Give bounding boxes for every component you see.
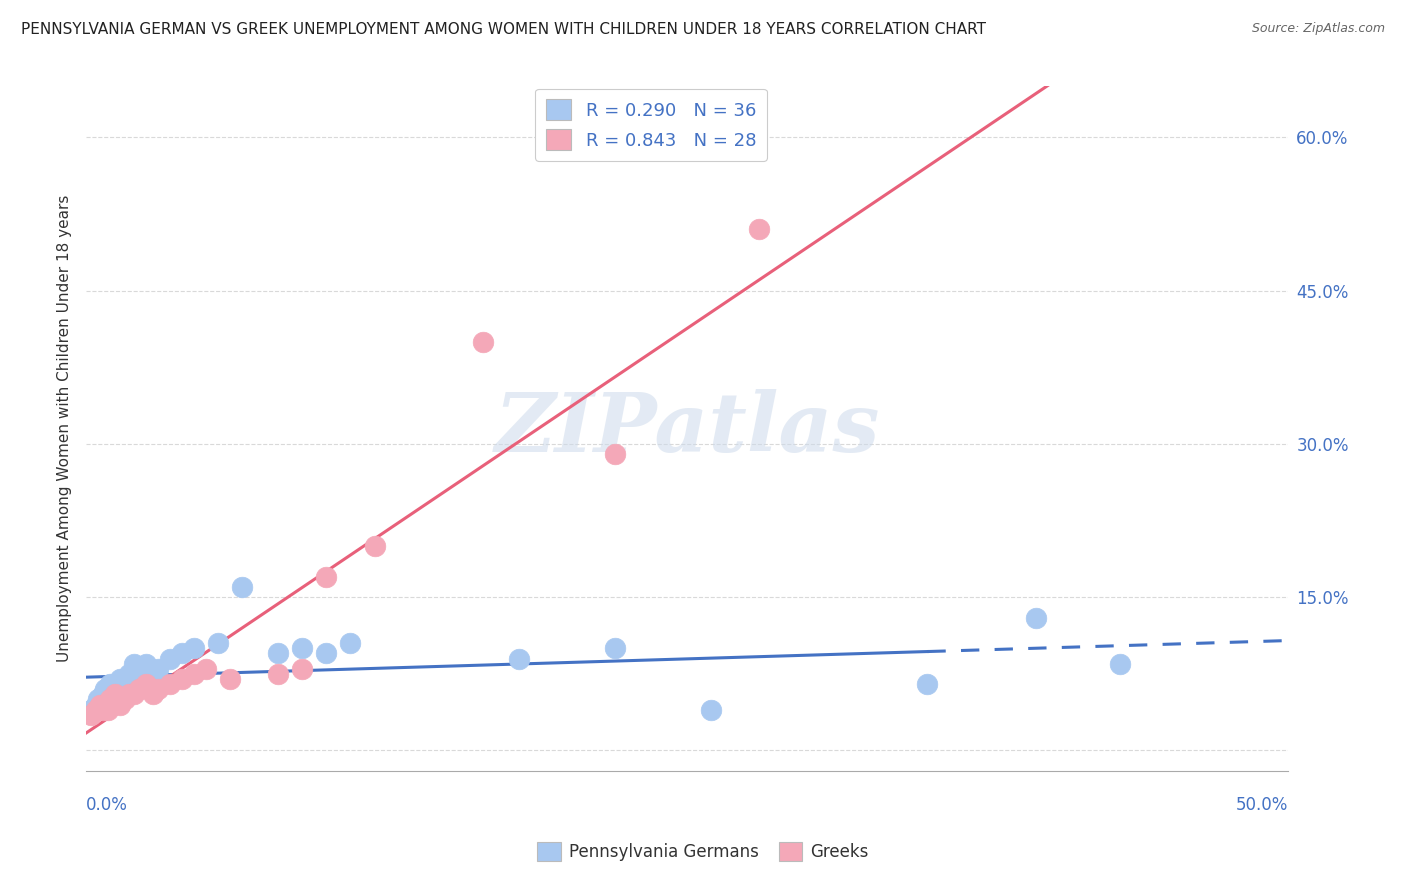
Point	[101, 682, 124, 697]
Point	[148, 682, 170, 697]
Point	[603, 641, 626, 656]
Point	[207, 636, 229, 650]
Point	[195, 662, 218, 676]
Point	[135, 677, 157, 691]
Point	[94, 682, 117, 697]
Point	[172, 647, 194, 661]
Point	[471, 334, 494, 349]
Point	[315, 570, 337, 584]
Point	[363, 539, 385, 553]
Point	[89, 698, 111, 712]
Point	[80, 703, 103, 717]
Point	[122, 687, 145, 701]
Point	[97, 692, 120, 706]
Point	[339, 636, 361, 650]
Point	[148, 662, 170, 676]
Point	[128, 662, 150, 676]
Point	[115, 672, 138, 686]
Point	[315, 647, 337, 661]
Y-axis label: Unemployment Among Women with Children Under 18 years: Unemployment Among Women with Children U…	[58, 195, 72, 663]
Point	[122, 657, 145, 671]
Point	[142, 687, 165, 701]
Point	[159, 651, 181, 665]
Point	[231, 580, 253, 594]
Point	[111, 687, 134, 701]
Point	[603, 447, 626, 461]
Point	[172, 672, 194, 686]
Point	[108, 698, 131, 712]
Point	[219, 672, 242, 686]
Point	[118, 666, 141, 681]
Legend: R = 0.290   N = 36, R = 0.843   N = 28: R = 0.290 N = 36, R = 0.843 N = 28	[536, 88, 766, 161]
Point	[183, 641, 205, 656]
Point	[128, 682, 150, 697]
Point	[104, 687, 127, 701]
Text: 0.0%: 0.0%	[86, 797, 128, 814]
Point	[94, 698, 117, 712]
Point	[114, 692, 136, 706]
Point	[89, 698, 111, 712]
Point	[1108, 657, 1130, 671]
Point	[87, 692, 110, 706]
Point	[108, 672, 131, 686]
Point	[84, 703, 107, 717]
Point	[98, 692, 121, 706]
Point	[104, 687, 127, 701]
Point	[291, 662, 314, 676]
Point	[91, 687, 114, 701]
Point	[142, 666, 165, 681]
Text: Source: ZipAtlas.com: Source: ZipAtlas.com	[1251, 22, 1385, 36]
Point	[508, 651, 530, 665]
Point	[1025, 610, 1047, 624]
Point	[84, 698, 107, 712]
Point	[700, 703, 723, 717]
Point	[105, 682, 128, 697]
Point	[183, 666, 205, 681]
Text: 50.0%: 50.0%	[1236, 797, 1288, 814]
Point	[291, 641, 314, 656]
Legend: Pennsylvania Germans, Greeks: Pennsylvania Germans, Greeks	[530, 835, 876, 868]
Point	[267, 647, 290, 661]
Point	[80, 707, 103, 722]
Point	[91, 703, 114, 717]
Point	[114, 677, 136, 691]
Point	[748, 222, 770, 236]
Text: PENNSYLVANIA GERMAN VS GREEK UNEMPLOYMENT AMONG WOMEN WITH CHILDREN UNDER 18 YEA: PENNSYLVANIA GERMAN VS GREEK UNEMPLOYMEN…	[21, 22, 986, 37]
Point	[267, 666, 290, 681]
Point	[98, 677, 121, 691]
Point	[97, 703, 120, 717]
Point	[118, 687, 141, 701]
Point	[159, 677, 181, 691]
Point	[135, 657, 157, 671]
Point	[917, 677, 939, 691]
Text: ZIPatlas: ZIPatlas	[495, 389, 880, 468]
